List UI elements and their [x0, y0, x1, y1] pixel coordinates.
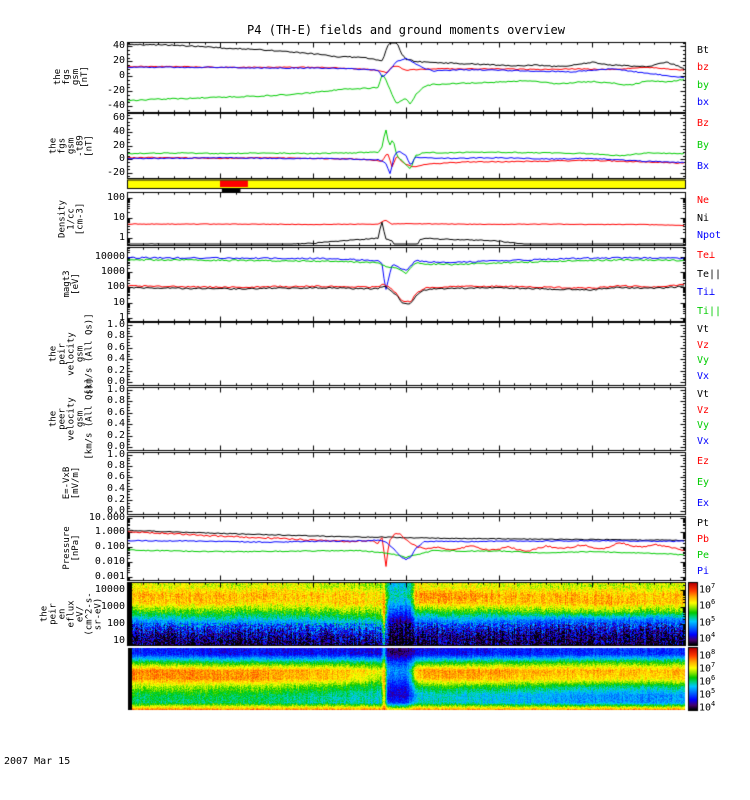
legend-label-bt: Bt [697, 44, 710, 56]
y-tick-label: 100 [106, 618, 125, 630]
plot-title: P4 (TH-E) fields and ground moments over… [247, 23, 565, 37]
colorbar-tick-label: 108 [699, 647, 716, 662]
legend-label-te: Te⊥ [697, 250, 716, 262]
y-tick-label: 0.6 [106, 341, 125, 353]
legend-label-ey: Ey [697, 477, 710, 488]
y-tick-label: 0.0 [106, 441, 125, 453]
legend-label-vt: Vt [697, 388, 710, 400]
legend-label-te: Te|| [697, 268, 722, 280]
y-tick-label: 10 [112, 212, 125, 224]
y-tick-label: 1 [118, 232, 125, 244]
colorbar-tick-label: 106 [699, 674, 716, 688]
y-tick-label: 0.2 [106, 429, 125, 441]
y-tick-label: 0.8 [106, 460, 125, 472]
colorbar-tick-label: 107 [699, 661, 716, 675]
legend-label-ne: Ne [697, 194, 710, 206]
legend-label-vz: Vz [697, 404, 710, 416]
legend-label-pe: Pe [697, 550, 710, 561]
panel-ylabel: the peir en eflux eV/ (cm^2-s- sr-eV) [39, 591, 104, 636]
colorbar-tick-label: 106 [699, 598, 716, 612]
y-tick-label: 1000 [100, 601, 125, 613]
y-tick-label: 10.000 [88, 511, 125, 523]
y-tick-label: 0.0 [106, 505, 125, 517]
colorbar-tick-label: 104 [699, 630, 716, 645]
y-tick-label: -20 [106, 85, 125, 97]
y-tick-label: 1000 [100, 266, 125, 278]
panel-ylabel: the fgs gsm -t89 [nT] [48, 134, 95, 157]
legend-label-ti: Ti|| [697, 305, 722, 317]
y-tick-label: 0.2 [106, 364, 125, 376]
y-tick-label: 1.0 [106, 318, 125, 330]
legend-label-vx: Vx [697, 436, 710, 448]
y-tick-label: 1.0 [106, 448, 125, 460]
legend-label-by: By [697, 139, 710, 151]
y-tick-label: 1.000 [94, 526, 125, 538]
legend-label-ex: Ex [697, 497, 710, 509]
colorbar-tick-label: 105 [699, 614, 716, 628]
legend-label-ni: Ni [697, 212, 710, 224]
y-tick-label: 100 [106, 281, 125, 293]
legend-label-bz: bz [697, 62, 710, 74]
legend-label-vx: Vx [697, 371, 710, 383]
y-tick-label: 1.0 [106, 383, 125, 395]
y-tick-label: 0.6 [106, 471, 125, 483]
y-tick-label: 0 [118, 70, 125, 82]
y-tick-label: 40 [112, 40, 125, 52]
legend-label-npot: Npot [697, 230, 722, 242]
y-tick-label: 20 [112, 55, 125, 67]
panel-ylabel: Pressure [nPa] [62, 526, 81, 570]
y-tick-label: 1 [118, 311, 125, 323]
legend-label-pt: Pt [697, 518, 710, 529]
y-tick-label: 10 [112, 296, 125, 308]
y-tick-label: 0.001 [94, 570, 125, 582]
y-tick-label: 0.6 [106, 406, 125, 418]
legend-label-pi: Pi [697, 566, 710, 577]
y-tick-label: 40 [112, 125, 125, 137]
y-tick-label: 0.4 [106, 482, 125, 494]
y-tick-label: 0.2 [106, 493, 125, 505]
colorbar-tick-label: 107 [699, 582, 716, 596]
y-tick-label: 20 [112, 139, 125, 151]
panel-ylabel: magt3 [eV] [62, 270, 81, 298]
y-tick-label: 10 [112, 634, 125, 646]
y-tick-label: 10000 [94, 250, 125, 262]
colorbar-tick-label: 104 [699, 700, 716, 714]
colorbar-tick-label: 105 [699, 687, 716, 701]
legend-label-vy: Vy [697, 420, 710, 432]
legend-label-ti: Ti⊥ [697, 287, 716, 299]
date-label: 2007 Mar 15 [4, 756, 71, 767]
y-tick-label: 100 [106, 192, 125, 204]
legend-label-bx: bx [697, 97, 710, 109]
panel-ylabel: the fgs gsm [nT] [53, 66, 90, 88]
y-tick-label: -20 [106, 166, 125, 178]
y-tick-label: -40 [106, 100, 125, 112]
y-tick-label: 60 [112, 112, 125, 124]
panel-ylabel: E=-VxB [mV/m] [62, 466, 81, 500]
legend-label-by: by [697, 79, 710, 91]
legend-label-vy: Vy [697, 355, 710, 367]
y-tick-label: 0.100 [94, 541, 125, 553]
y-tick-label: 0.010 [94, 555, 125, 567]
legend-label-ez: Ez [697, 456, 710, 468]
panel-ylabel: the peer velocity gsm [km/s (All Qs)] [48, 377, 95, 460]
y-tick-label: 0 [118, 153, 125, 165]
y-tick-label: 0.4 [106, 418, 125, 430]
y-tick-label: 0.8 [106, 330, 125, 342]
legend-label-vt: Vt [697, 323, 710, 335]
y-tick-label: 0.0 [106, 376, 125, 388]
legend-label-vz: Vz [697, 339, 710, 351]
y-tick-label: 0.4 [106, 353, 125, 365]
y-tick-label: 0.8 [106, 395, 125, 407]
legend-label-bz: Bz [697, 117, 710, 129]
legend-label-pb: Pb [697, 534, 710, 545]
legend-label-bx: Bx [697, 161, 710, 173]
y-tick-label: 10000 [94, 584, 125, 596]
panel-ylabel: Density 1/cc [cm-3] [57, 199, 86, 238]
